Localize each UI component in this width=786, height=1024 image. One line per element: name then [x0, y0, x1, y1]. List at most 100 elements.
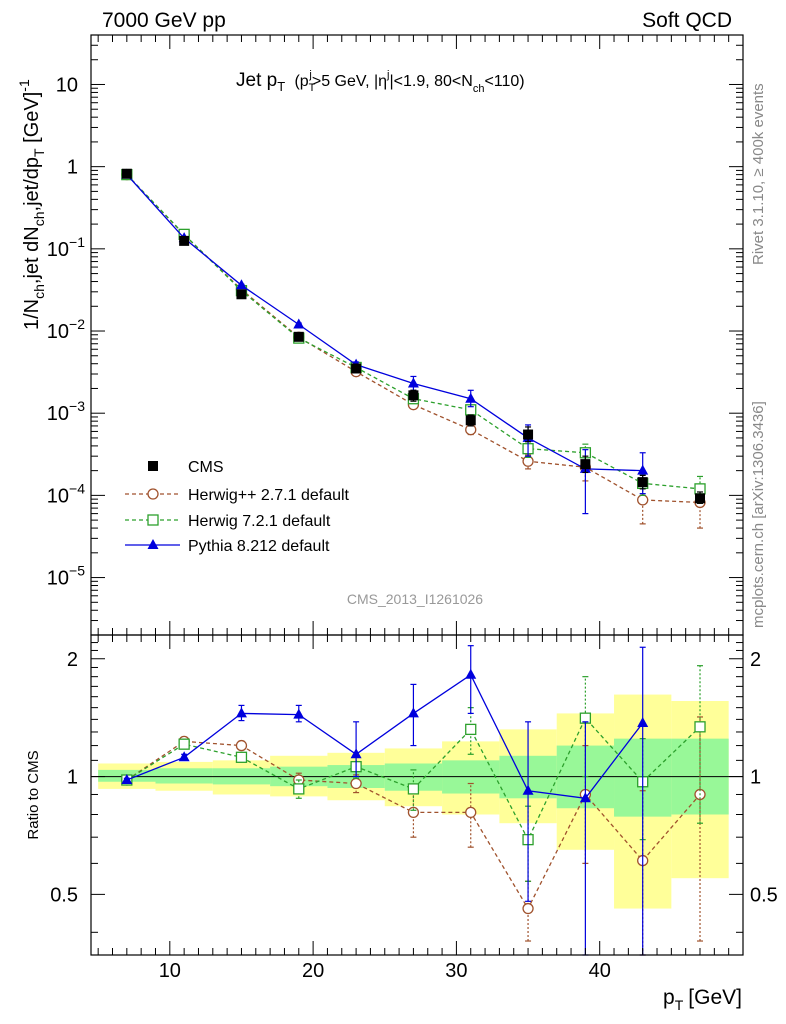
ratio-point-pythia	[407, 707, 419, 718]
main-series-cms	[121, 168, 706, 504]
main-ytick-base: 10	[47, 568, 69, 590]
main-point-herwigpp	[637, 494, 649, 506]
main-ytick-exp: −5	[69, 563, 85, 579]
title-cuts-open: (p	[294, 73, 308, 90]
main-point-pythia	[637, 464, 649, 475]
main-point-cms	[179, 235, 190, 246]
main-line-herwig7	[126, 174, 701, 490]
title-cut1: >5 GeV, |η	[312, 73, 387, 90]
title-cuts-sup-j: j	[308, 69, 311, 81]
ratio-point-herwigpp	[350, 777, 362, 790]
ratio-ytick-label-left: 0.5	[50, 884, 78, 906]
title-sub-T: T	[277, 79, 285, 94]
title-cut3: <110)	[484, 73, 524, 90]
ratio-point-pythia	[522, 784, 534, 795]
main-ytick-base: 10	[47, 321, 69, 343]
main-ytick-exp: −2	[69, 316, 85, 332]
ratio-ylabel: Ratio to CMS	[25, 750, 42, 839]
ratio-ytick-label-left: 2	[67, 649, 78, 671]
ylabel-sub3: T	[31, 148, 47, 157]
xlabel-head: p	[663, 986, 675, 1009]
ratio-point-pythia	[235, 707, 247, 718]
ylabel-sub2: ch	[31, 211, 47, 226]
watermark: CMS_2013_I1261026	[347, 591, 483, 607]
main-point-cms	[637, 477, 648, 488]
main-point-cms	[121, 168, 132, 179]
ratio-plot-panel: 0.5 0.5 1 1 2 2 10 20 30 40 Ratio to CMS pT [GeV]	[25, 634, 778, 1013]
legend-pythia-label: Pythia 8.212 default	[188, 538, 330, 555]
ratio-point-herwigpp	[235, 739, 248, 752]
ratio-point-herwig7	[235, 751, 248, 763]
ratio-frame	[90, 634, 744, 956]
legend-cms: CMS	[148, 459, 224, 476]
main-ytick-label: 10	[56, 74, 78, 96]
main-point-pythia	[235, 279, 247, 290]
ratio-point-pythia	[293, 708, 305, 719]
ylabel-sub1: ch	[31, 284, 47, 299]
ratio-point-herwig7	[178, 738, 190, 750]
legend-herwigpp-marker	[147, 488, 159, 500]
ratio-point-pythia	[465, 668, 477, 679]
ratio-point-pythia	[579, 792, 591, 803]
title-cuts-sub-T: T	[309, 82, 316, 94]
ratio-ytick-label-right: 0.5	[750, 884, 778, 906]
xlabel-sub: T	[675, 997, 684, 1013]
rivet-label: Rivet 3.1.10, ≥ 400k events	[750, 83, 767, 265]
title-main: Jet p	[236, 70, 277, 91]
ratio-xtick-label: 10	[159, 960, 181, 982]
main-ytick-base: 10	[47, 239, 69, 261]
main-point-cms	[695, 493, 706, 504]
ylabel-exp: -1	[16, 79, 32, 92]
legend-herwig7-marker	[147, 514, 159, 526]
ratio-band-inner	[155, 768, 213, 784]
main-ytick-label: 10−1	[47, 234, 85, 261]
ratio-point-herwigpp	[465, 806, 477, 819]
main-ytick-exp: −4	[69, 480, 85, 496]
main-ytick-exp: −1	[69, 234, 85, 250]
ratio-point-herwig7	[465, 723, 477, 736]
ylabel-head: 1/N	[21, 299, 43, 330]
ylabel-mid2: ,jet/dp	[21, 157, 43, 211]
ratio-ytick-label-right: 1	[750, 767, 761, 789]
legend-herwigpp-label: Herwig++ 2.7.1 default	[188, 487, 350, 504]
main-ytick-label: 10−3	[47, 398, 85, 425]
legend-herwig7-label: Herwig 7.2.1 default	[188, 513, 331, 530]
ratio-xlabel: pT [GeV]	[663, 986, 742, 1013]
ratio-point-pythia	[178, 751, 190, 762]
ratio-point-herwig7	[293, 783, 305, 795]
ratio-point-herwig7	[407, 783, 420, 795]
main-ytick-label: 10−5	[47, 563, 85, 590]
ratio-ytick-label-left: 1	[67, 767, 78, 789]
legend-herwig7: Herwig 7.2.1 default	[125, 513, 331, 530]
ratio-line-herwig7	[126, 717, 701, 842]
main-point-cms	[523, 429, 534, 440]
main-line-pythia	[126, 174, 643, 472]
main-point-cms	[236, 289, 247, 300]
main-ytick-label: 1	[67, 157, 78, 179]
main-ylabel: 1/Nch,jet dNch,jet/dpT [GeV]-1	[16, 79, 47, 330]
title-eta-sup-j: j	[386, 69, 389, 81]
header-left: 7000 GeV pp	[102, 9, 226, 32]
legend: CMS Herwig++ 2.7.1 default Herwig 7.2.1 …	[125, 459, 350, 555]
main-point-pythia	[465, 392, 477, 403]
main-series-herwig7	[121, 168, 706, 504]
legend-pythia-marker	[147, 539, 159, 549]
ratio-point-herwigpp	[522, 902, 534, 915]
main-title: Jet pT (pTj>5 GeV, |ηj|<1.9, 80<Nch<110)	[236, 69, 525, 96]
ylabel-unit: [GeV]	[21, 92, 43, 149]
main-point-pythia	[407, 377, 419, 388]
legend-cms-marker	[148, 461, 158, 471]
main-point-cms	[580, 459, 591, 470]
ratio-point-pythia	[350, 748, 362, 759]
main-ytick-label: 10−4	[47, 480, 85, 507]
ratio-xtick-label: 40	[589, 960, 611, 982]
legend-pythia: Pythia 8.212 default	[125, 538, 330, 555]
ratio-ytick-label-right: 2	[750, 649, 761, 671]
legend-herwigpp: Herwig++ 2.7.1 default	[125, 487, 350, 504]
main-ytick-base: 10	[47, 403, 69, 425]
title-cut2-sub-ch: ch	[473, 83, 485, 95]
ratio-line-pythia	[126, 673, 644, 799]
main-point-pythia	[293, 318, 305, 329]
